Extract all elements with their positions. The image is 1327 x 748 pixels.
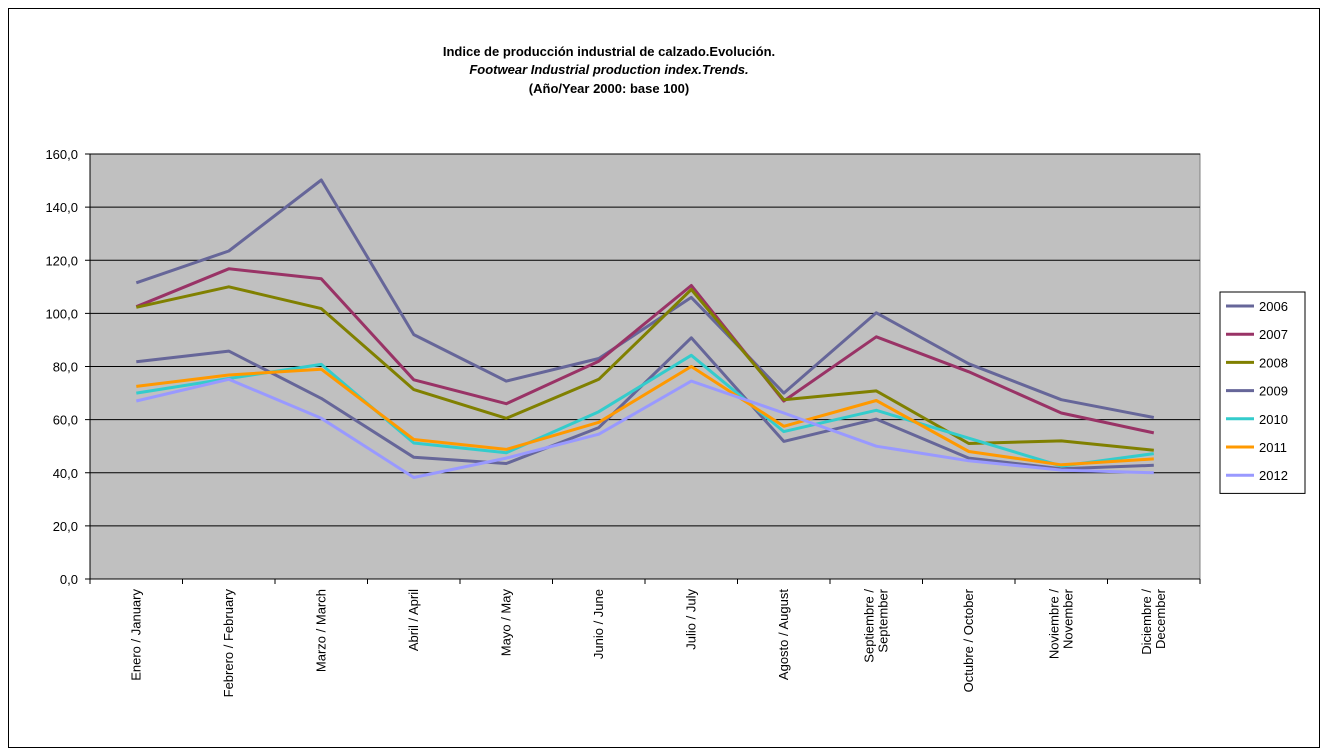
y-tick-label: 60,0 bbox=[53, 413, 78, 428]
legend-label: 2009 bbox=[1259, 384, 1288, 399]
y-tick-label: 0,0 bbox=[60, 572, 78, 587]
y-tick-label: 20,0 bbox=[53, 519, 78, 534]
y-tick-label: 40,0 bbox=[53, 466, 78, 481]
series-lines bbox=[135, 178, 1155, 479]
y-tick-label: 80,0 bbox=[53, 360, 78, 375]
x-tick-label: Febrero / February bbox=[221, 589, 236, 698]
x-tick-label: Enero / January bbox=[128, 589, 143, 681]
chart-base-note: (Año/Year 2000: base 100) bbox=[528, 81, 690, 96]
x-tick-label: September bbox=[875, 588, 890, 652]
x-tick-label: Junio / June bbox=[591, 589, 606, 659]
chart-subtitle: Footwear Industrial production index.Tre… bbox=[469, 62, 749, 77]
x-tick-label: Diciembre / bbox=[1139, 589, 1154, 655]
axes: 0,0 20,0 40,0 60,0 80,0 100,0 120,0 140,0 160,0 E… bbox=[45, 147, 1201, 698]
legend-label: 2012 bbox=[1259, 468, 1288, 483]
legend-label: 2006 bbox=[1259, 299, 1288, 314]
series-line-2007 bbox=[135, 267, 1155, 435]
gridlines bbox=[90, 153, 1200, 527]
x-tick-label: November bbox=[1060, 588, 1075, 649]
x-tick-label: Noviembre / bbox=[1046, 589, 1061, 659]
x-tick-label: Abril / April bbox=[406, 589, 421, 651]
y-tick-label: 120,0 bbox=[45, 253, 78, 268]
series-line-2010 bbox=[136, 353, 1155, 468]
series-line-2006 bbox=[135, 178, 1155, 419]
legend-box bbox=[1219, 291, 1306, 494]
legend-label: 2007 bbox=[1259, 327, 1288, 342]
legend-label: 2010 bbox=[1259, 412, 1288, 427]
x-tick-label: Julio / July bbox=[683, 589, 698, 650]
y-tick-label: 100,0 bbox=[45, 306, 78, 321]
series-line-2011 bbox=[136, 365, 1154, 467]
x-tick-label: Mayo / May bbox=[498, 589, 513, 657]
series-line-2012 bbox=[135, 377, 1154, 479]
x-tick-label: December bbox=[1153, 588, 1168, 649]
legend-label: 2011 bbox=[1259, 440, 1287, 455]
y-tick-label: 160,0 bbox=[45, 147, 78, 162]
x-tick-label: Agosto / August bbox=[776, 589, 791, 680]
y-tick-label: 140,0 bbox=[45, 200, 78, 215]
chart-title: Indice de producción industrial de calza… bbox=[442, 44, 776, 59]
legend-label: 2008 bbox=[1259, 355, 1288, 370]
x-tick-label: Octubre / October bbox=[961, 588, 976, 692]
x-tick-label: Septiembre / bbox=[861, 589, 876, 663]
x-tick-label: Marzo / March bbox=[313, 589, 328, 672]
legend: 2006 2007 2008 2009 2010 2011 2012 bbox=[1219, 291, 1306, 494]
